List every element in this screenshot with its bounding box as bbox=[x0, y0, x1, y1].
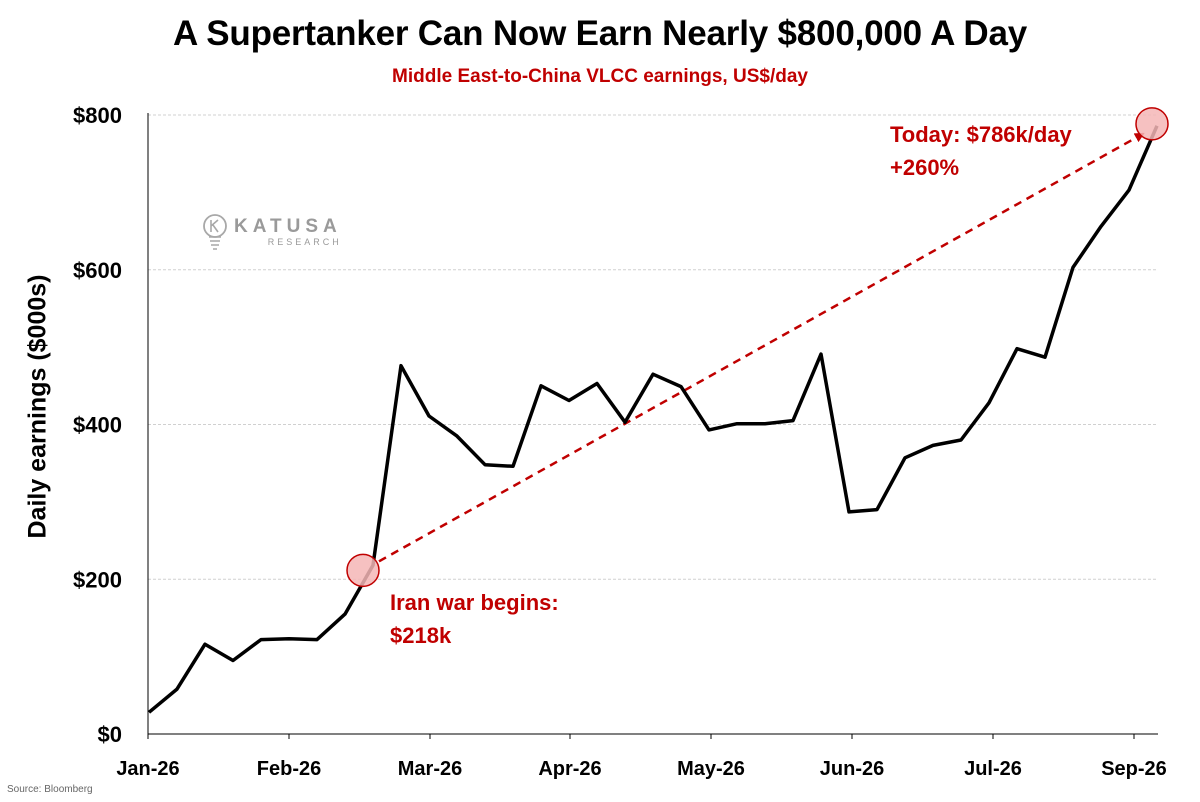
x-tick-label: Mar-26 bbox=[398, 758, 462, 780]
grid-lines bbox=[148, 114, 1158, 580]
y-tick-label: $200 bbox=[73, 567, 122, 592]
chart-subtitle: Middle East-to-China VLCC earnings, US$/… bbox=[392, 66, 808, 87]
highlight-markers bbox=[346, 107, 1169, 588]
x-tick-label: May-26 bbox=[677, 758, 745, 780]
annotation-label: $218k bbox=[390, 623, 452, 648]
chart-title: A Supertanker Can Now Earn Nearly $800,0… bbox=[172, 14, 1028, 53]
y-tick-label: $0 bbox=[98, 722, 122, 747]
annotation-label: Iran war begins: bbox=[390, 590, 559, 615]
katusa-watermark: KATUSA RESEARCH bbox=[200, 212, 342, 252]
annotation-label: Today: $786k/day bbox=[890, 122, 1073, 147]
x-tick-label: Jan-26 bbox=[116, 758, 179, 780]
y-tick-label: $800 bbox=[73, 103, 122, 128]
series bbox=[147, 125, 1159, 714]
highlight-marker bbox=[1135, 107, 1169, 141]
trend-arrow bbox=[378, 132, 1145, 563]
watermark-name: KATUSA bbox=[234, 216, 342, 237]
watermark-sub: RESEARCH bbox=[267, 237, 342, 247]
trend-arrow-line bbox=[378, 132, 1145, 563]
axes bbox=[147, 113, 1158, 739]
x-tick-label: Feb-26 bbox=[257, 758, 321, 780]
y-tick-label: $600 bbox=[73, 258, 122, 283]
annotation-label: +260% bbox=[890, 155, 959, 180]
y-tick-labels: $0 $200 $400 $600 $800 bbox=[73, 103, 122, 747]
y-tick-label: $400 bbox=[73, 413, 122, 438]
x-tick-label: Sep-26 bbox=[1101, 758, 1167, 780]
series-line bbox=[147, 125, 1159, 714]
source-note: Source: Bloomberg bbox=[7, 784, 93, 795]
x-tick-label: Jul-26 bbox=[964, 758, 1022, 780]
annotations: Iran war begins: $218k Today: $786k/day +26… bbox=[390, 122, 1073, 648]
highlight-marker bbox=[346, 553, 380, 588]
x-tick-label: Jun-26 bbox=[820, 758, 884, 780]
lightbulb-icon bbox=[203, 214, 227, 250]
x-tick-label: Apr-26 bbox=[538, 758, 601, 780]
x-tick-labels: Jan-26 Feb-26 Mar-26 Apr-26 May-26 Jun-26 Jul-… bbox=[116, 758, 1166, 780]
